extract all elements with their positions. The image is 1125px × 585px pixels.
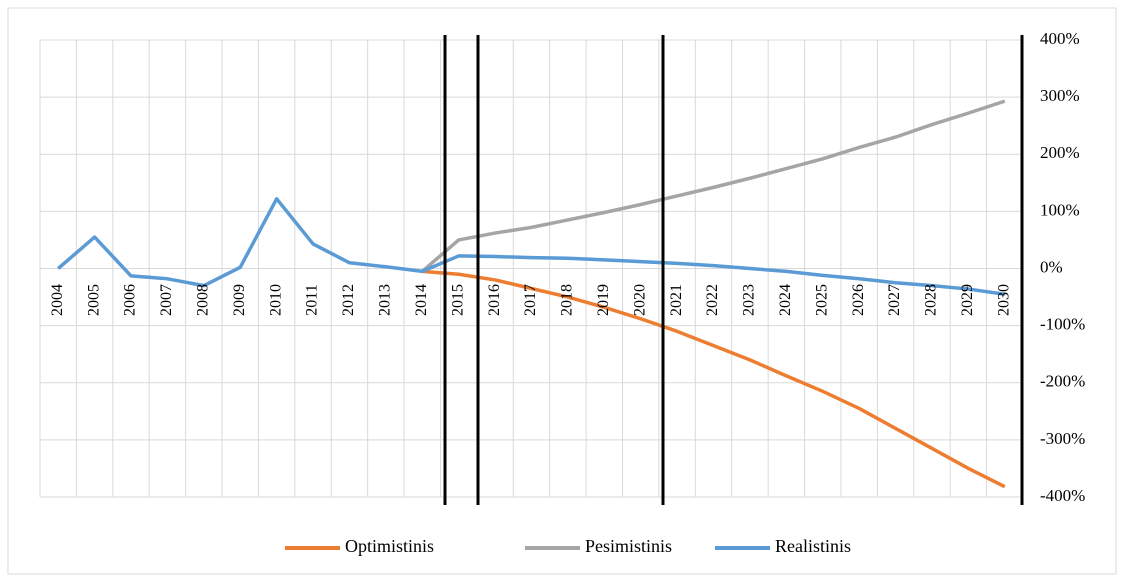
x-tick-label: 2026 [850,284,867,316]
x-tick-label: 2015 [449,284,466,316]
legend-label: Realistinis [775,536,851,556]
legend-label: Pesimistinis [585,536,672,556]
x-tick-label: 2021 [668,284,685,316]
lines [57,99,1006,489]
x-tick-label: 2020 [631,284,648,316]
x-tick-label: 2014 [413,284,430,316]
x-tick-label: 2008 [195,284,212,316]
chart-border [7,7,1117,575]
x-tick-label: 2007 [158,284,175,316]
x-tick-label: 2006 [122,284,139,316]
x-tick-label: 2025 [813,284,830,316]
series-line [57,197,1006,296]
x-tick-label: 2012 [340,284,357,316]
series-line [422,269,1006,489]
y-tick-label: -200% [1040,372,1085,391]
x-tick-label: 2018 [559,284,576,316]
x-tick-label: 2011 [304,284,321,315]
y-tick-label: -400% [1040,486,1085,505]
x-tick-label: 2004 [49,284,66,316]
x-tick-label: 2005 [85,284,102,316]
grid [39,39,1024,498]
x-tick-label: 2030 [995,284,1012,316]
x-tick-label: 2027 [886,284,903,316]
y-tick-label: -100% [1040,315,1085,334]
labels: -400% -300% -200% -100% 0% 100% 200% 300% 400% 20… [49,29,1085,505]
x-tick-label: 2023 [741,284,758,316]
x-tick-label: 2016 [486,284,503,316]
y-tick-label: 300% [1040,86,1080,105]
x-tick-label: 2029 [959,284,976,316]
y-tick-label: 100% [1040,200,1080,219]
y-tick-label: 0% [1040,257,1063,276]
x-tick-label: 2009 [231,284,248,316]
x-tick-label: 2022 [704,284,721,316]
y-tick-label: 200% [1040,143,1080,162]
series-line [421,99,1006,273]
x-tick-label: 2019 [595,284,612,316]
legend: Optimistinis Pesimistinis Realistinis [285,536,851,556]
x-tick-label: 2010 [267,284,284,316]
y-tick-label: -300% [1040,429,1085,448]
x-tick-label: 2013 [377,284,394,316]
y-tick-label: 400% [1040,29,1080,48]
legend-label: Optimistinis [345,536,434,556]
x-tick-label: 2028 [923,284,940,316]
x-tick-label: 2024 [777,284,794,316]
x-tick-label: 2017 [522,284,539,316]
